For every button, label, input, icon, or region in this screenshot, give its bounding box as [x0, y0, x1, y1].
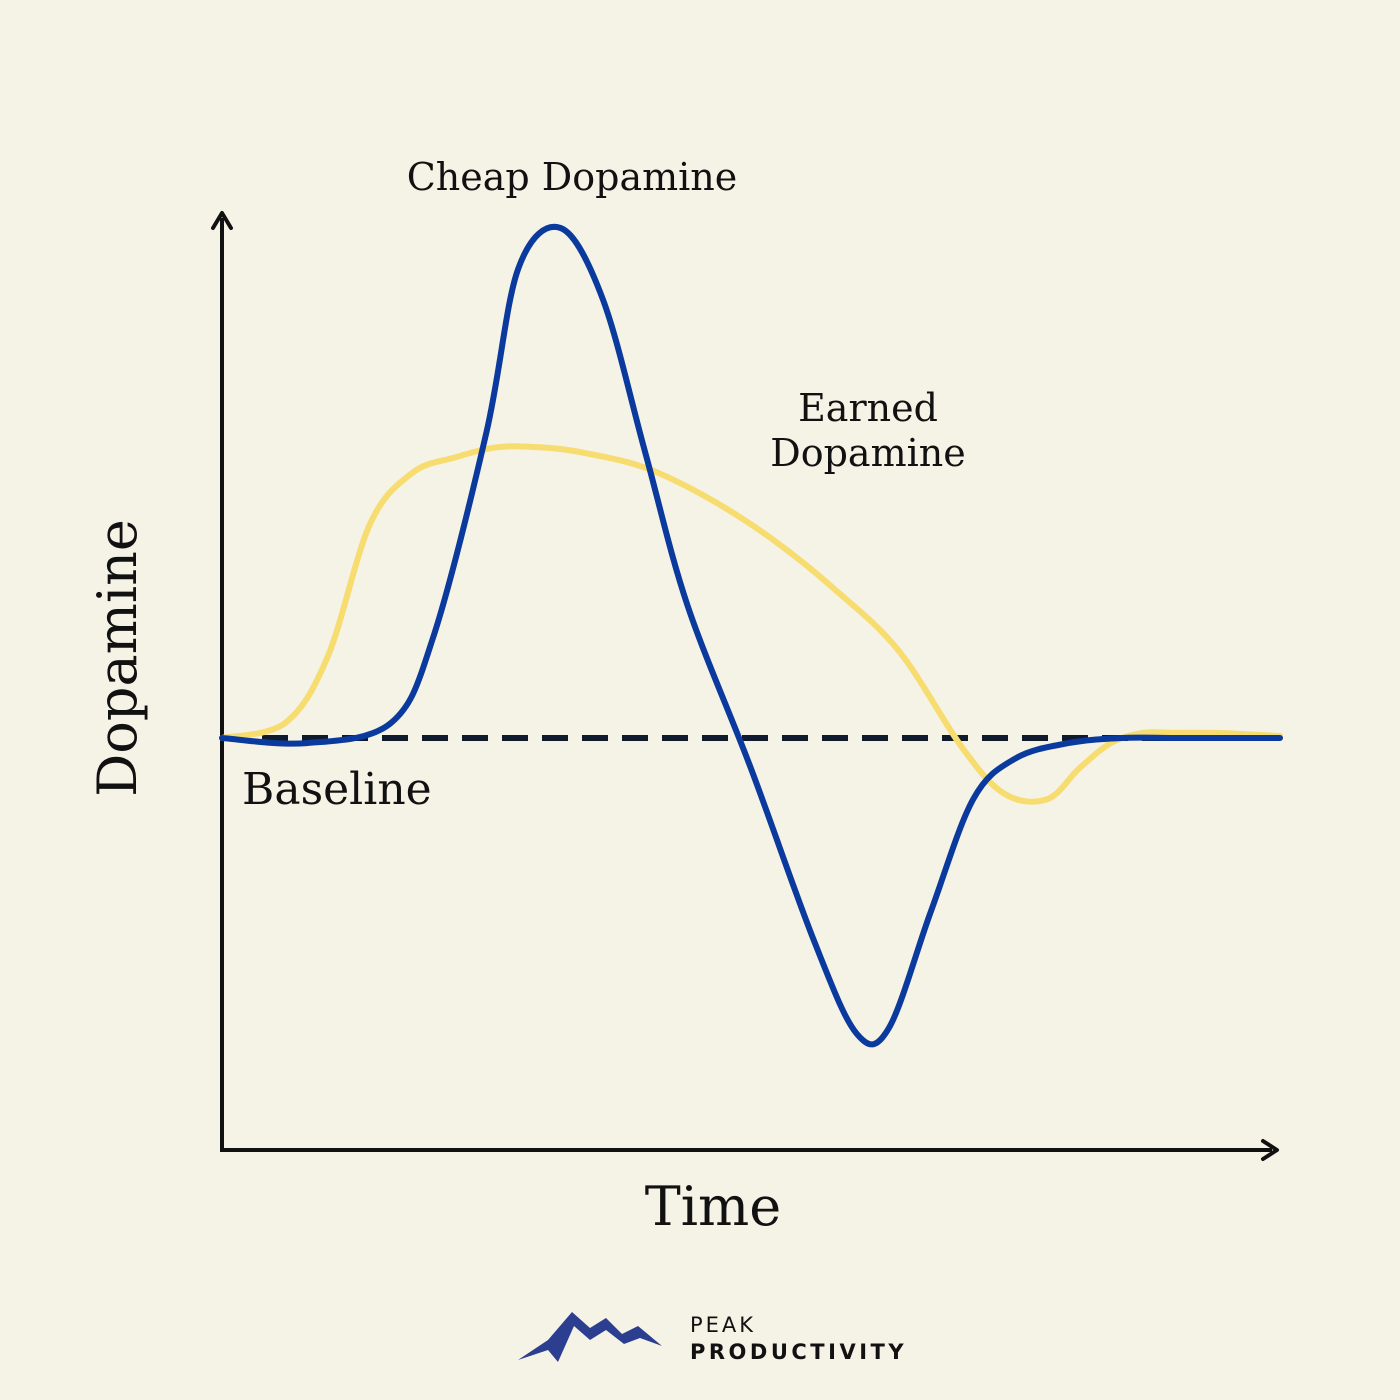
y-axis-arrow: [211, 211, 233, 230]
x-axis-label: Time: [645, 1175, 781, 1238]
brand-logo: PEAK PRODUCTIVITY: [518, 1312, 907, 1364]
earned-dopamine-label-line2: Dopamine: [770, 431, 965, 475]
brand-line1: PEAK: [690, 1313, 756, 1337]
series-line-cheap-dopamine: [219, 223, 1283, 1048]
brand-line2: PRODUCTIVITY: [690, 1340, 907, 1364]
axes: [211, 211, 1279, 1161]
y-axis-label: Dopamine: [86, 519, 149, 797]
cheap-dopamine-label: Cheap Dopamine: [407, 155, 738, 199]
series-line-earned-dopamine: [219, 443, 1283, 805]
mountain-icon: [518, 1312, 662, 1362]
earned-dopamine-label-line1: Earned: [798, 386, 938, 430]
x-axis-arrow: [1261, 1139, 1279, 1161]
baseline-label: Baseline: [242, 764, 432, 815]
